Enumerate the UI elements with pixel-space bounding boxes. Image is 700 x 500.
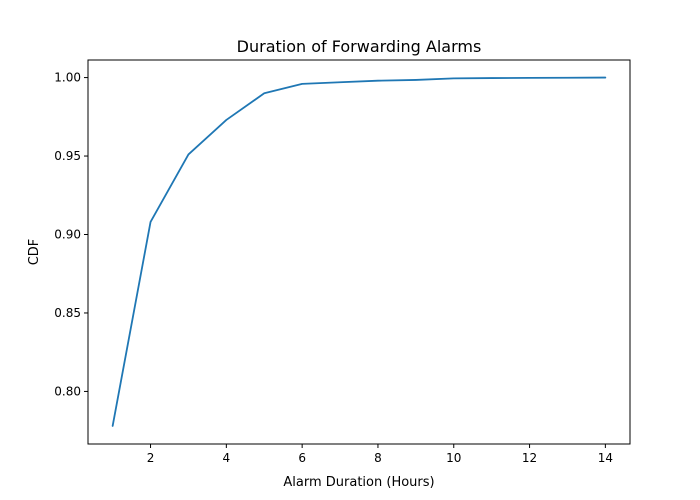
x-tick-label: 8 xyxy=(374,451,382,465)
x-axis-label: Alarm Duration (Hours) xyxy=(283,475,434,490)
x-tick-label: 10 xyxy=(446,451,461,465)
y-axis-label: CDF xyxy=(27,239,42,266)
y-tick-label: 0.95 xyxy=(54,149,81,163)
cdf-series-line xyxy=(111,76,607,427)
plot-area xyxy=(88,60,630,444)
y-tick-label: 1.00 xyxy=(54,71,81,85)
y-tick-label: 0.85 xyxy=(54,306,81,320)
y-tick-label: 0.90 xyxy=(54,228,81,242)
x-tick-label: 2 xyxy=(147,451,155,465)
plot-frame xyxy=(87,59,631,445)
x-tick-label: 4 xyxy=(223,451,231,465)
plot-background xyxy=(88,60,630,444)
x-tick-label: 14 xyxy=(598,451,613,465)
x-tick-label: 6 xyxy=(298,451,306,465)
series-layer xyxy=(111,76,607,427)
chart-title: Duration of Forwarding Alarms xyxy=(237,37,482,56)
x-axis-ticks: 2 4 6 8 10 12 14 xyxy=(147,444,613,465)
y-tick-label: 0.80 xyxy=(54,384,81,398)
x-tick-label: 12 xyxy=(522,451,537,465)
y-axis-ticks: 0.80 0.85 0.90 0.95 1.00 xyxy=(54,71,88,398)
